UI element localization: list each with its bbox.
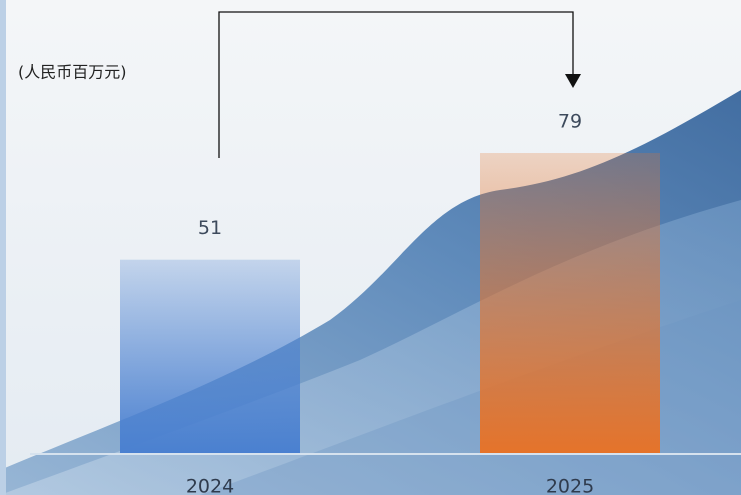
plot-area: 51 2024 79 2025 <box>120 111 660 495</box>
data-label: 51 <box>198 217 222 239</box>
bar <box>120 259 300 454</box>
bar <box>480 153 660 454</box>
unit-label: (人民币百万元) <box>18 63 127 82</box>
left-border <box>0 0 6 495</box>
connector-arrow <box>218 11 574 158</box>
x-tick-label: 2024 <box>186 476 234 495</box>
data-label: 79 <box>558 111 582 133</box>
arrow-head <box>565 74 581 88</box>
x-tick-label: 2025 <box>546 476 594 495</box>
